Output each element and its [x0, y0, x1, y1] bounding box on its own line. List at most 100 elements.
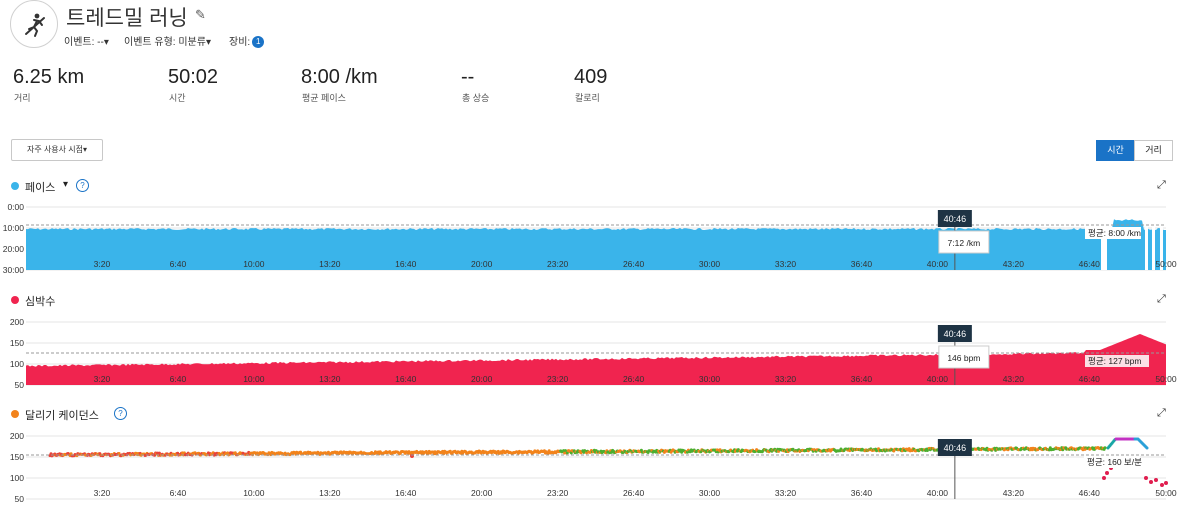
stat-value: -- [461, 66, 475, 88]
pace-gap [1145, 217, 1148, 270]
cadence-point [564, 449, 567, 453]
heart-y-tick: 200 [10, 317, 24, 327]
x-tick-label: 26:40 [623, 488, 645, 498]
cadence-point [1144, 476, 1148, 480]
x-tick-label: 13:20 [319, 259, 341, 269]
chevron-down-icon[interactable]: ▾ [63, 179, 69, 190]
activity-title: 트레드밀 러닝 [66, 7, 188, 30]
heart-y-tick: 150 [10, 338, 24, 348]
x-tick-label: 46:40 [1079, 374, 1101, 384]
cadence-y-tick: 150 [10, 452, 24, 462]
x-tick-label: 36:40 [851, 259, 873, 269]
x-tick-label: 23:20 [547, 259, 569, 269]
x-tick-label: 50:00 [1155, 259, 1177, 269]
heart-average-label: 평균: 127 bpm [1088, 356, 1141, 366]
stat-label: 칼로리 [575, 93, 600, 103]
chevron-down-icon: ▾ [82, 145, 87, 154]
pace-y-tick: 10:00 [3, 223, 25, 233]
x-tick-label: 40:00 [927, 374, 949, 384]
heart-y-tick: 100 [10, 359, 24, 369]
x-tick-label: 33:20 [775, 374, 797, 384]
x-tick-label: 40:00 [927, 259, 949, 269]
cadence-point [1105, 471, 1109, 475]
x-tick-label: 20:00 [471, 374, 493, 384]
x-tick-label: 3:20 [94, 488, 111, 498]
runner-icon [25, 13, 45, 37]
x-tick-label: 30:00 [699, 259, 721, 269]
cursor-time-label: 40:46 [944, 214, 967, 224]
x-tick-label: 43:20 [1003, 488, 1025, 498]
heart-average-box [1085, 355, 1149, 367]
cadence-point [442, 452, 446, 456]
pace-y-tick: 0:00 [7, 202, 24, 212]
x-tick-label: 33:20 [775, 488, 797, 498]
expand-icon[interactable]: ⤢ [1157, 407, 1166, 419]
x-tick-label: 23:20 [547, 488, 569, 498]
gear-label: 장비: [229, 37, 251, 48]
cadence-point [547, 449, 551, 453]
help-icon[interactable]: ? [76, 179, 89, 192]
x-tick-label: 33:20 [775, 259, 797, 269]
cadence-point [1102, 476, 1106, 480]
activity-type-icon [10, 0, 58, 48]
pace-chart-title[interactable]: 페이스 [25, 182, 56, 194]
x-tick-label: 6:40 [170, 259, 187, 269]
x-tick-label: 46:40 [1079, 259, 1101, 269]
event-type-dropdown[interactable]: 이벤트 유형: 미분류▾ [124, 33, 211, 48]
cadence-average-box [1084, 456, 1140, 468]
pace-y-tick: 20:00 [3, 244, 25, 254]
x-axis-distance-toggle[interactable]: 거리 [1134, 140, 1173, 161]
cadence-point [1154, 478, 1158, 482]
x-tick-label: 3:20 [94, 259, 111, 269]
preset-view-button[interactable]: 자주 사용사 시점▾ [11, 139, 103, 161]
x-tick-label: 23:20 [547, 374, 569, 384]
pace-gap [1104, 217, 1107, 270]
pace-gap [1160, 217, 1163, 270]
chevron-down-icon: ▾ [103, 37, 109, 48]
cadence-legend-dot [11, 410, 19, 418]
gear-link[interactable]: 장비: 1 [229, 33, 265, 49]
x-tick-label: 16:40 [395, 374, 417, 384]
event-type-label: 이벤트 유형: 미분류 [124, 37, 206, 48]
cadence-average-label: 평균: 160 보/분 [1087, 457, 1142, 467]
pace-gap [1152, 217, 1155, 270]
x-tick-label: 3:20 [94, 374, 111, 384]
x-tick-label: 6:40 [170, 374, 187, 384]
x-tick-label: 26:40 [623, 259, 645, 269]
pace-y-tick: 30:00 [3, 265, 25, 275]
x-tick-label: 30:00 [699, 488, 721, 498]
gear-count-badge: 1 [252, 36, 265, 49]
cadence-point [1103, 446, 1107, 450]
cadence-point [1145, 446, 1149, 450]
x-tick-label: 40:00 [927, 488, 949, 498]
x-tick-label: 10:00 [243, 374, 265, 384]
cursor-time-box [937, 325, 972, 342]
help-icon[interactable]: ? [114, 407, 127, 420]
x-tick-label: 6:40 [170, 488, 187, 498]
pace-average-label: 평균: 8:00 /km [1088, 228, 1141, 238]
heart-chart-title[interactable]: 심박수 [25, 296, 56, 308]
x-tick-label: 46:40 [1079, 488, 1101, 498]
event-label: 이벤트: -- [64, 37, 104, 48]
cursor-time-box [937, 210, 972, 227]
heart-y-tick: 50 [15, 380, 25, 390]
expand-icon[interactable]: ⤢ [1157, 179, 1166, 191]
pace-average-box [1085, 227, 1141, 239]
stat-value: 8:00 /km [301, 66, 378, 88]
expand-icon[interactable]: ⤢ [1157, 293, 1166, 305]
event-dropdown[interactable]: 이벤트: --▾ [64, 33, 109, 48]
heart-legend-dot [11, 296, 19, 304]
stat-label: 거리 [14, 93, 31, 103]
preset-view-label: 자주 사용사 시점 [27, 145, 83, 154]
x-tick-label: 30:00 [699, 374, 721, 384]
cursor-time-label: 40:46 [944, 329, 967, 339]
cadence-chart-title[interactable]: 달리기 케이던스 [25, 410, 99, 422]
chevron-down-icon: ▾ [205, 37, 211, 48]
x-tick-label: 50:00 [1155, 374, 1177, 384]
x-tick-label: 43:20 [1003, 374, 1025, 384]
stat-value: 50:02 [168, 66, 219, 88]
x-tick-label: 10:00 [243, 488, 265, 498]
edit-pencil-icon[interactable]: ✎ [195, 7, 206, 22]
x-tick-label: 20:00 [471, 259, 493, 269]
